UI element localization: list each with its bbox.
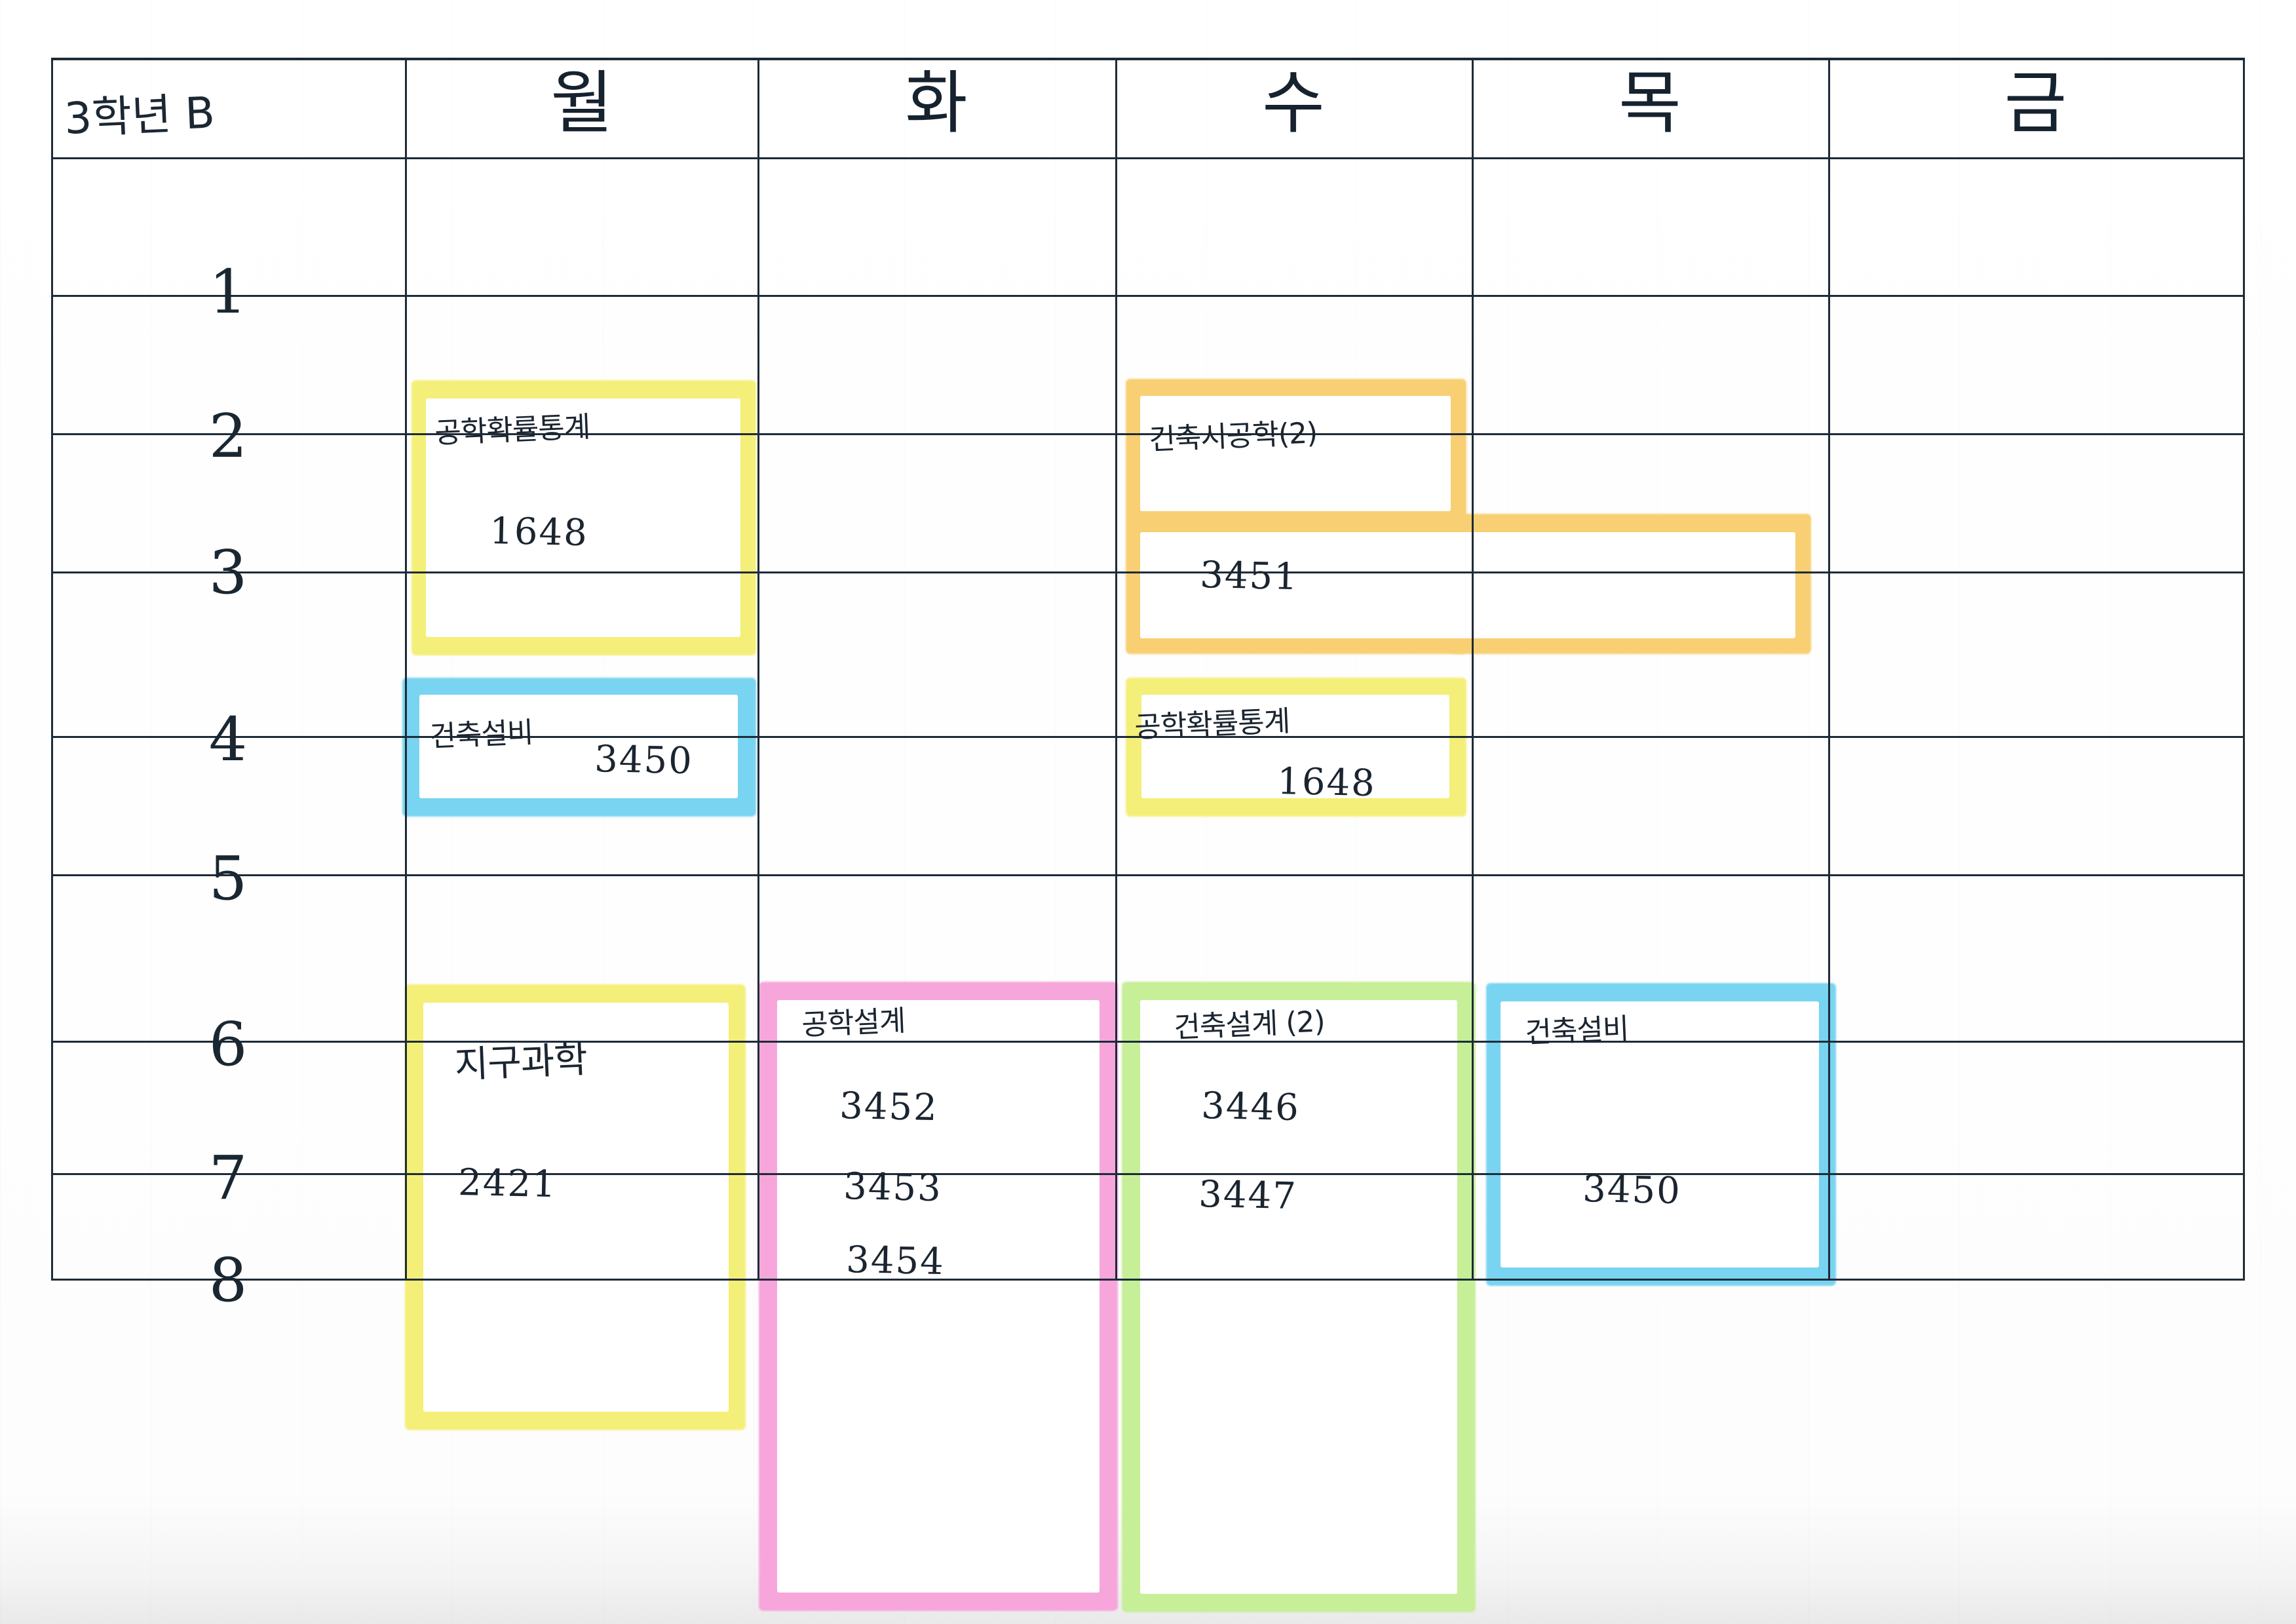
entry-subject: 지구과학	[453, 1038, 588, 1087]
day-header-wed: 수	[1262, 63, 1325, 143]
grid-vline	[1828, 58, 1830, 1281]
corner-label: 3학년 B	[63, 87, 216, 144]
grid-vline	[757, 58, 759, 1281]
period-label-3: 3	[208, 537, 248, 608]
period-label-8: 8	[208, 1245, 248, 1315]
day-header-thu: 목	[1618, 63, 1681, 143]
grid-vline	[1115, 58, 1117, 1281]
entry-code: 2421	[457, 1161, 558, 1207]
entry-code: 1648	[1276, 760, 1377, 805]
grid-hline	[51, 571, 2245, 573]
entry-subject: 건축시공학(2)	[1148, 416, 1318, 457]
period-label-2: 2	[208, 401, 248, 471]
entry-subject: 공학확률통계	[434, 410, 591, 450]
entry-code: 3450	[594, 738, 694, 783]
day-header-fri: 금	[2004, 63, 2067, 143]
grid-hline	[51, 433, 2245, 435]
grid-vline	[405, 58, 407, 1281]
entry-code: 3450	[1582, 1168, 1682, 1213]
period-label-1: 1	[208, 257, 248, 327]
grid-hline	[51, 58, 2245, 60]
entry-code: 3453	[843, 1165, 943, 1210]
entry-code: 3451	[1199, 554, 1299, 599]
entry-subject: 공학설계	[801, 1004, 906, 1042]
entry-code: 3447	[1198, 1173, 1298, 1218]
grid-hline	[51, 874, 2245, 876]
day-header-mon: 월	[550, 63, 613, 143]
grid-hline	[51, 1041, 2245, 1043]
grid-hline	[51, 736, 2245, 738]
entry-subject: 공학확률통계	[1134, 705, 1291, 744]
grid-vline	[2243, 58, 2245, 1281]
timetable-grid	[51, 58, 2245, 1281]
period-label-6: 6	[208, 1009, 248, 1079]
grid-hline	[51, 157, 2245, 159]
grid-vline	[51, 58, 53, 1281]
period-label-7: 7	[208, 1143, 248, 1213]
entry-subject: 건축설계 (2)	[1173, 1005, 1326, 1045]
period-label-4: 4	[208, 705, 248, 775]
entry-subject: 건축설비	[429, 716, 534, 754]
entry-subject: 건축설비	[1524, 1012, 1630, 1050]
day-header-tue: 화	[905, 63, 968, 143]
grid-hline	[51, 1173, 2245, 1175]
entry-code: 3446	[1200, 1085, 1301, 1130]
entry-code: 3454	[845, 1239, 946, 1284]
period-label-5: 5	[208, 843, 248, 914]
entry-code: 1648	[489, 510, 589, 555]
grid-vline	[1472, 58, 1474, 1281]
grid-hline	[51, 1279, 2245, 1281]
grid-hline	[51, 295, 2245, 297]
entry-code: 3452	[839, 1085, 939, 1130]
